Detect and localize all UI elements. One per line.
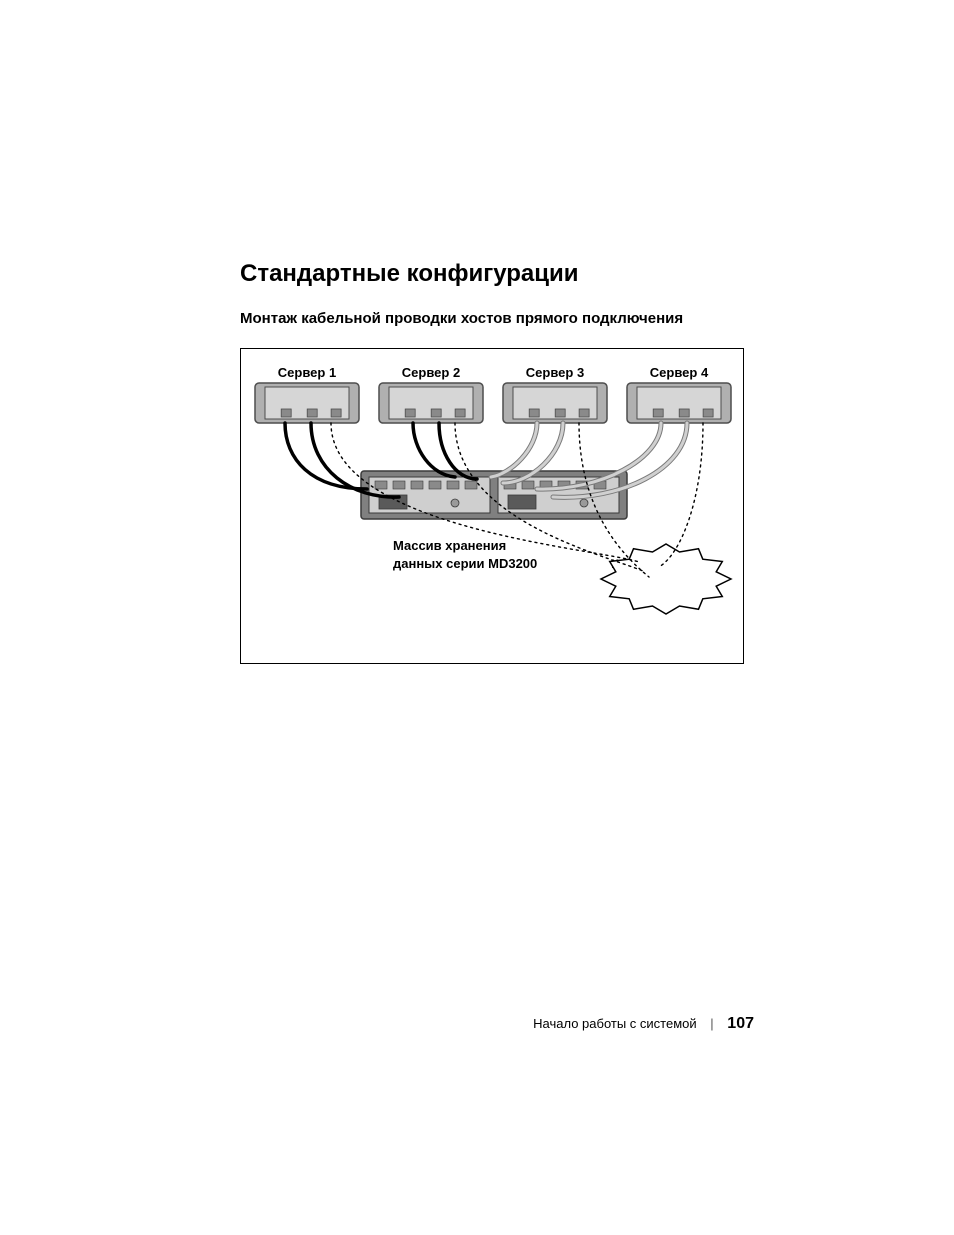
page-subtitle: Монтаж кабельной проводки хостов прямого… bbox=[240, 310, 683, 327]
cable-black-1 bbox=[285, 423, 367, 489]
page-footer: Начало работы с системой | 107 bbox=[0, 1015, 954, 1033]
server-4-box bbox=[627, 383, 731, 423]
diagram-svg bbox=[241, 349, 743, 663]
cloud-shape bbox=[601, 544, 731, 614]
server-3-box bbox=[503, 383, 607, 423]
server-1-box bbox=[255, 383, 359, 423]
footer-separator: | bbox=[710, 1016, 713, 1031]
diagram-frame: Сервер 1 Сервер 2 Сервер 3 Сервер 4 Масс… bbox=[240, 348, 744, 664]
cable-gray-1-outline bbox=[491, 423, 537, 477]
footer-section: Начало работы с системой bbox=[533, 1016, 697, 1031]
page-title: Стандартные конфигурации bbox=[240, 260, 579, 288]
server-2-box bbox=[379, 383, 483, 423]
page-number: 107 bbox=[727, 1015, 754, 1032]
cable-black-3 bbox=[413, 423, 455, 477]
